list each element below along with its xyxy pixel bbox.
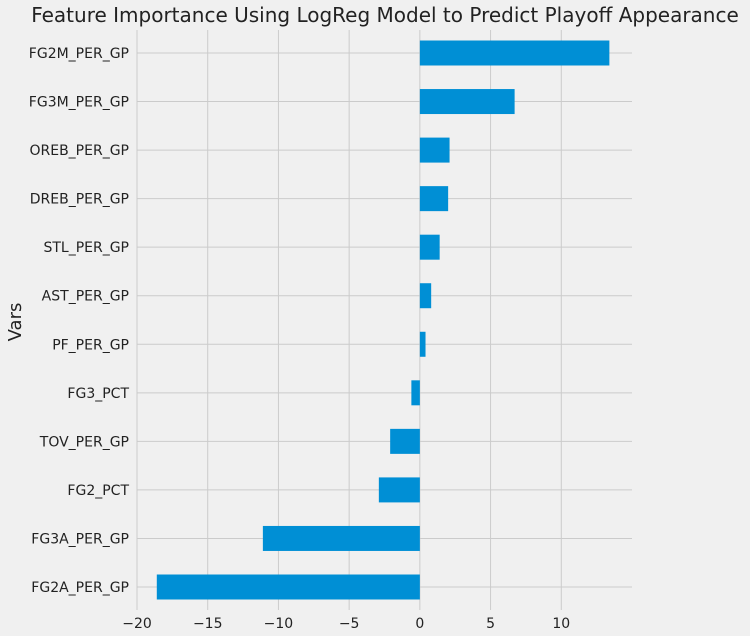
y-tick-label: FG3A_PER_GP: [31, 531, 129, 547]
y-tick-label: DREB_PER_GP: [30, 192, 129, 208]
x-tick-label: 5: [486, 616, 495, 632]
y-tick-label: TOV_PER_GP: [39, 434, 129, 450]
chart-title: Feature Importance Using LogReg Model to…: [31, 3, 739, 27]
bar-oreb-per-gp: [419, 137, 450, 163]
grid-layer: [136, 30, 632, 610]
bar-fg3m-per-gp: [419, 89, 515, 115]
x-tick-label: 0: [415, 616, 424, 632]
bar-fg2a-per-gp: [156, 574, 420, 600]
bar-stl-per-gp: [419, 234, 440, 260]
bar-pf-per-gp: [419, 331, 426, 357]
bar-ast-per-gp: [419, 283, 432, 309]
x-tick-label: 10: [552, 616, 570, 632]
y-axis-label: Vars: [5, 303, 26, 342]
label-layer: −20 −15 −10 −5 0 5 10 FG2M_PER_GP FG3M_PER_GP ORE…: [29, 46, 570, 632]
bar-fg3a-per-gp: [262, 525, 420, 551]
x-tick-label: −5: [339, 616, 360, 632]
y-tick-label: FG2A_PER_GP: [31, 580, 129, 596]
bar-fg2-pct: [378, 477, 420, 503]
bar-dreb-per-gp: [419, 186, 449, 212]
x-tick-label: −10: [264, 616, 294, 632]
y-tick-label: FG3_PCT: [67, 386, 129, 402]
y-tick-label: AST_PER_GP: [42, 289, 129, 305]
bar-fg3-pct: [411, 380, 420, 406]
y-tick-label: STL_PER_GP: [43, 240, 129, 256]
y-tick-label: PF_PER_GP: [52, 337, 129, 353]
x-tick-label: −20: [122, 616, 152, 632]
y-tick-label: FG2M_PER_GP: [29, 46, 129, 62]
x-tick-label: −15: [193, 616, 223, 632]
bar-fg2m-per-gp: [419, 40, 610, 66]
bar-layer: [156, 40, 610, 600]
y-tick-label: FG3M_PER_GP: [29, 95, 129, 111]
y-tick-label: OREB_PER_GP: [29, 143, 129, 159]
bar-tov-per-gp: [390, 428, 420, 454]
y-tick-label: FG2_PCT: [67, 483, 129, 499]
